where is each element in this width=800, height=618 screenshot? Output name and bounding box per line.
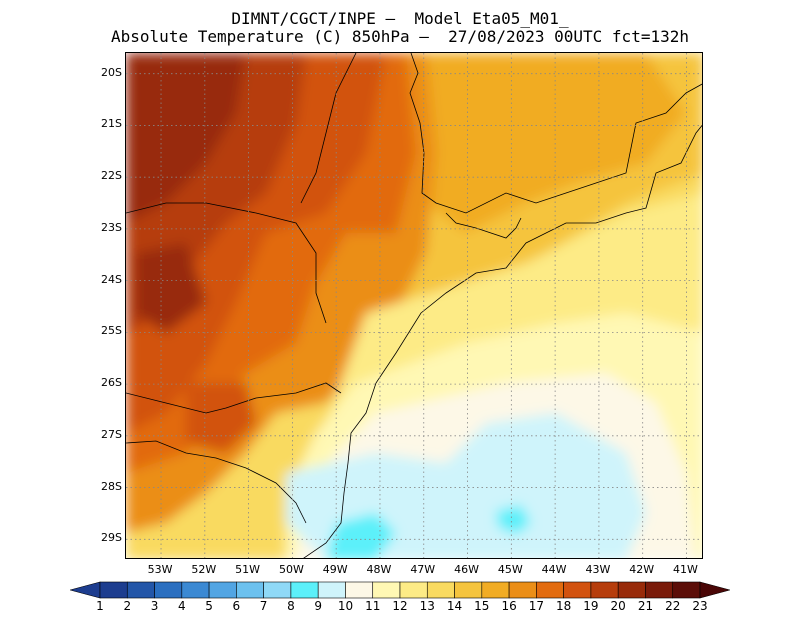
lat-tick-23S: 23S <box>101 220 122 234</box>
lon-tick-49W: 49W <box>322 563 348 576</box>
lon-tick-51W: 51W <box>235 563 261 576</box>
colorbar <box>70 581 730 599</box>
colorbar-label: 5 <box>205 599 213 613</box>
title-line-1: DIMNT/CGCT/INPE – Model Eta05_M01_ <box>231 9 569 28</box>
lat-tick-24S: 24S <box>101 272 122 286</box>
colorbar-swatch <box>290 581 319 599</box>
lon-tick-42W: 42W <box>629 563 655 576</box>
lon-tick-48W: 48W <box>366 563 392 576</box>
colorbar-swatch <box>536 581 564 599</box>
colorbar-label: 14 <box>446 599 463 613</box>
gridlines <box>126 53 702 558</box>
colorbar-label: 7 <box>259 599 268 613</box>
lon-tick-52W: 52W <box>191 563 217 576</box>
colorbar-label: 17 <box>528 599 544 613</box>
colorbar-label: 22 <box>665 599 681 613</box>
colorbar-swatch <box>508 581 537 599</box>
lon-tick-46W: 46W <box>454 563 479 576</box>
field-8-south <box>326 513 396 558</box>
colorbar-swatch <box>181 581 210 599</box>
lat-tick-25S: 25S <box>101 324 122 338</box>
field-20-west <box>136 243 206 333</box>
border-mg-sp <box>300 53 357 204</box>
lon-tick-53W: 53W <box>147 563 173 576</box>
colorbar-swatch <box>617 581 646 599</box>
borders <box>126 53 702 558</box>
temperature-map <box>126 53 702 558</box>
lon-tick-41W: 41W <box>673 563 698 576</box>
lon-tick-45W: 45W <box>497 563 523 576</box>
colorbar-swatch <box>317 581 346 599</box>
field-20 <box>126 53 246 223</box>
colorbar-arrow-low <box>70 581 101 599</box>
colorbar-label: 15 <box>474 599 490 613</box>
border-rj <box>445 212 522 239</box>
colorbar-swatch <box>590 581 619 599</box>
colorbar-swatch <box>154 581 183 599</box>
colorbar-label: 18 <box>555 599 572 613</box>
colorbar-arrow-high <box>699 581 730 599</box>
colorbar-label: 9 <box>314 599 322 613</box>
colorbar-swatch <box>99 581 128 599</box>
lon-tick-43W: 43W <box>585 563 611 576</box>
lat-tick-20S: 20S <box>101 65 122 79</box>
colorbar-swatch <box>236 581 264 599</box>
title-line-2: Absolute Temperature (C) 850hPa – 27/08/… <box>111 27 689 46</box>
temperature-field <box>126 53 702 558</box>
border-sp-pr <box>126 202 327 324</box>
coastline-southeast <box>375 124 702 384</box>
colorbar-swatch <box>672 581 701 599</box>
colorbar-label: 13 <box>419 599 435 613</box>
field-15-ne <box>486 53 666 153</box>
colorbar-label: 20 <box>610 599 626 613</box>
colorbar-swatch <box>426 581 455 599</box>
lon-tick-47W: 47W <box>410 563 436 576</box>
lat-tick-21S: 21S <box>101 117 122 131</box>
colorbar-swatch <box>126 581 155 599</box>
colorbar-label: 8 <box>287 599 295 613</box>
lat-tick-27S: 27S <box>101 427 122 441</box>
colorbar-label: 3 <box>150 599 159 613</box>
field-8-ocean <box>496 505 531 535</box>
colorbar-label: 21 <box>637 599 654 613</box>
colorbar-label: 12 <box>392 599 408 613</box>
colorbar-label: 11 <box>365 599 381 613</box>
colorbar-label: 10 <box>337 599 354 613</box>
colorbar-label: 19 <box>583 599 599 613</box>
lat-tick-29S: 29S <box>101 531 122 545</box>
colorbar-label: 23 <box>692 599 708 613</box>
colorbar-label: 2 <box>123 599 132 613</box>
colorbar-swatch <box>563 581 592 599</box>
colorbar-swatch <box>263 581 292 599</box>
colorbar-swatch <box>481 581 510 599</box>
colorbar-swatch <box>208 581 237 599</box>
colorbar-label: 16 <box>501 599 517 613</box>
colorbar-swatch <box>372 581 401 599</box>
colorbar-swatch <box>645 581 674 599</box>
lon-tick-50W: 50W <box>278 563 304 576</box>
lat-tick-22S: 22S <box>101 169 122 183</box>
lat-tick-26S: 26S <box>101 376 122 390</box>
colorbar-label: 1 <box>96 599 104 613</box>
colorbar-label: 6 <box>232 599 241 613</box>
border-pr-sc <box>126 382 342 414</box>
colorbar-swatch <box>399 581 428 599</box>
colorbar-swatch <box>454 581 483 599</box>
colorbar-label: 4 <box>177 599 186 613</box>
map-panel <box>125 52 703 559</box>
colorbar-swatch <box>345 581 374 599</box>
lon-tick-44W: 44W <box>541 563 567 576</box>
lat-tick-28S: 28S <box>101 479 122 493</box>
border-mg <box>409 53 702 214</box>
